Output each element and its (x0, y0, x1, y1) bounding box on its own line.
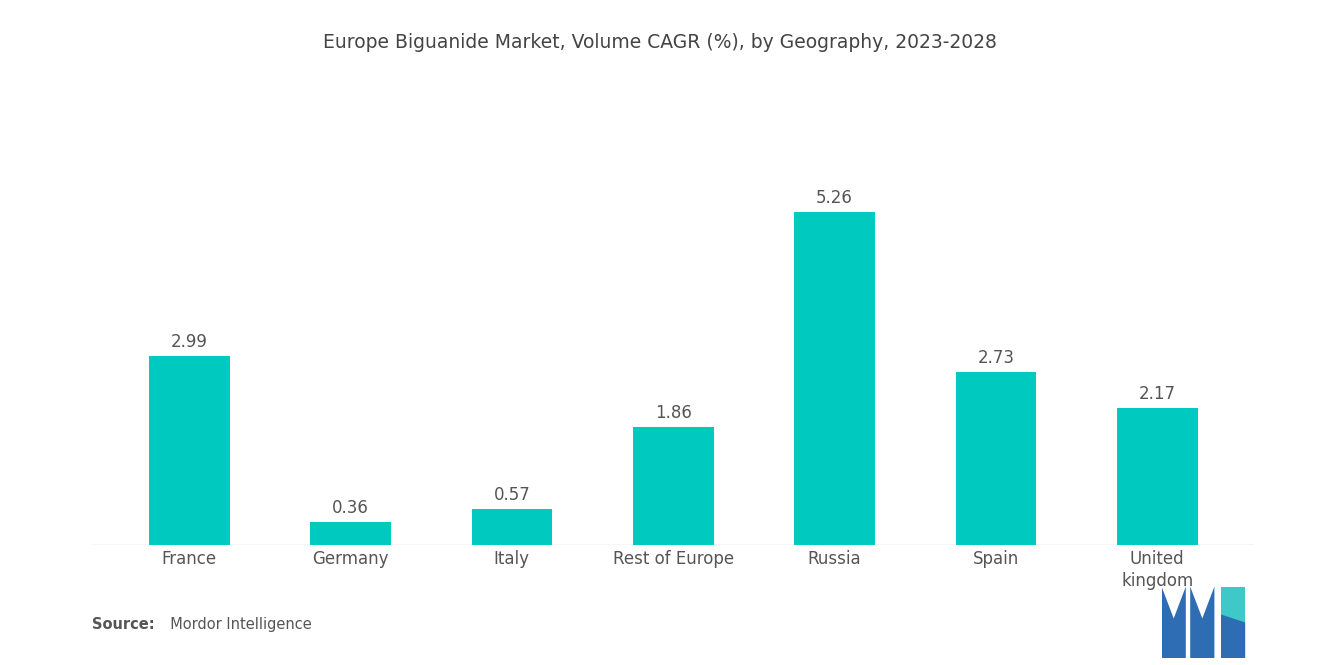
Text: 1.86: 1.86 (655, 404, 692, 422)
Bar (1117, 408, 1197, 545)
Text: Mordor Intelligence: Mordor Intelligence (161, 616, 312, 632)
Polygon shape (1221, 614, 1245, 658)
Text: 0.57: 0.57 (494, 486, 531, 504)
Text: Source:: Source: (92, 616, 154, 632)
Bar (471, 509, 552, 545)
Text: 2.99: 2.99 (170, 332, 207, 350)
Bar (632, 428, 714, 545)
Bar (956, 372, 1036, 545)
Bar (795, 211, 875, 545)
Polygon shape (1162, 587, 1185, 658)
Text: 2.73: 2.73 (977, 349, 1014, 367)
Text: 5.26: 5.26 (816, 189, 853, 207)
Bar (149, 356, 230, 545)
Bar (310, 523, 391, 545)
Polygon shape (1191, 587, 1214, 658)
Text: 2.17: 2.17 (1139, 384, 1176, 402)
Polygon shape (1221, 587, 1245, 658)
Text: Europe Biguanide Market, Volume CAGR (%), by Geography, 2023-2028: Europe Biguanide Market, Volume CAGR (%)… (323, 33, 997, 53)
Text: 0.36: 0.36 (333, 499, 370, 517)
